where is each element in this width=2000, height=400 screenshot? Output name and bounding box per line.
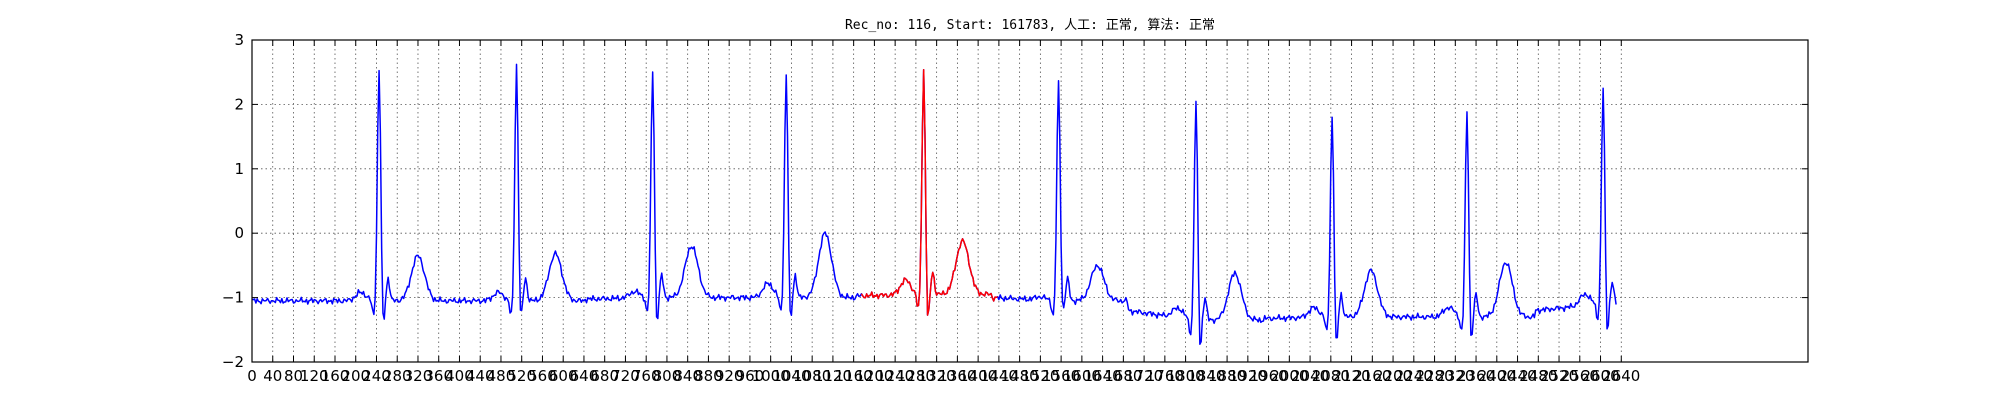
x-tick-label: 960 [736, 367, 765, 385]
x-tick-label: 2400 [1478, 367, 1516, 385]
y-axis: −2 −1 0 1 2 3 [222, 31, 1808, 371]
x-tick-label: 520 [507, 367, 536, 385]
y-tick-label: 3 [234, 31, 244, 49]
x-tick-label: 1120 [814, 367, 852, 385]
x-tick-label: 1440 [980, 367, 1018, 385]
x-tick-label: 1400 [959, 367, 997, 385]
x-tick-label: 1640 [1084, 367, 1122, 385]
x-tick-label: 2080 [1312, 367, 1350, 385]
x-tick-label: 640 [570, 367, 599, 385]
x-tick-label: 1680 [1104, 367, 1142, 385]
x-tick-label: 1600 [1063, 367, 1101, 385]
y-tick-label: 2 [234, 95, 244, 113]
x-tick-label: 2280 [1415, 367, 1453, 385]
y-tick-label: −1 [222, 289, 244, 307]
chart-title: Rec_no: 116, Start: 161783, 人工: 正常, 算法: … [844, 18, 1216, 33]
x-tick-label: 440 [466, 367, 495, 385]
x-tick-label: 120 [300, 367, 329, 385]
x-tick-label: 1240 [876, 367, 914, 385]
x-tick-label: 2000 [1270, 367, 1308, 385]
highlighted-beat-line [860, 68, 998, 316]
x-tick-label: 2480 [1519, 367, 1557, 385]
x-tick-label: 160 [321, 367, 350, 385]
x-tick-label: 2160 [1353, 367, 1391, 385]
x-tick-label: 760 [632, 367, 661, 385]
x-tick-label: 1000 [752, 367, 790, 385]
x-tick-label: 2440 [1498, 367, 1536, 385]
x-tick-label: 1160 [835, 367, 873, 385]
x-tick-label: 2360 [1457, 367, 1495, 385]
y-tick-label: −2 [222, 353, 244, 371]
x-tick-label: 40 [263, 367, 282, 385]
x-tick-label: 360 [424, 367, 453, 385]
x-tick-label: 840 [673, 367, 702, 385]
x-tick-label: 0 [247, 367, 257, 385]
x-tick-label: 320 [404, 367, 433, 385]
x-tick-label: 280 [383, 367, 412, 385]
x-tick-label: 2040 [1291, 367, 1329, 385]
x-tick-label: 1200 [855, 367, 893, 385]
x-tick-label: 800 [653, 367, 682, 385]
x-tick-label: 1760 [1146, 367, 1184, 385]
x-tick-label: 1480 [1001, 367, 1039, 385]
x-tick-label: 1360 [938, 367, 976, 385]
x-tick-label: 1840 [1187, 367, 1225, 385]
x-tick-label: 2240 [1395, 367, 1433, 385]
x-tick-label: 400 [445, 367, 474, 385]
ecg-signal-line [251, 63, 1617, 345]
x-tick-label: 2200 [1374, 367, 1412, 385]
grid [251, 39, 1808, 363]
x-tick-label: 1920 [1229, 367, 1267, 385]
x-tick-label: 1320 [918, 367, 956, 385]
x-tick-label: 1880 [1208, 367, 1246, 385]
x-tick-label: 1960 [1249, 367, 1287, 385]
x-tick-label: 600 [549, 367, 578, 385]
y-tick-label: 1 [234, 160, 244, 178]
x-tick-label: 720 [611, 367, 640, 385]
x-tick-label: 560 [528, 367, 557, 385]
x-tick-label: 680 [590, 367, 619, 385]
x-tick-label: 920 [715, 367, 744, 385]
x-tick-label: 2640 [1602, 367, 1640, 385]
x-tick-label: 1280 [897, 367, 935, 385]
x-tick-label: 2120 [1332, 367, 1370, 385]
x-tick-label: 880 [694, 367, 723, 385]
x-tick-label: 1800 [1167, 367, 1205, 385]
x-tick-label: 2560 [1561, 367, 1599, 385]
plot-area-frame [251, 39, 1809, 363]
x-tick-label: 1720 [1125, 367, 1163, 385]
x-tick-label: 1560 [1042, 367, 1080, 385]
x-tick-label: 1520 [1021, 367, 1059, 385]
y-tick-label: 0 [234, 224, 244, 242]
series-layer [251, 63, 1617, 345]
x-tick-label: 1080 [793, 367, 831, 385]
x-tick-label: 80 [284, 367, 303, 385]
x-axis: 0 40 8012016020024028032036040044048052056… [247, 40, 1640, 385]
x-tick-label: 200 [341, 367, 370, 385]
x-tick-label: 1040 [772, 367, 810, 385]
x-tick-label: 2320 [1436, 367, 1474, 385]
x-tick-label: 2520 [1540, 367, 1578, 385]
x-tick-label: 480 [487, 367, 516, 385]
x-tick-label: 2600 [1581, 367, 1619, 385]
x-tick-label: 240 [362, 367, 391, 385]
